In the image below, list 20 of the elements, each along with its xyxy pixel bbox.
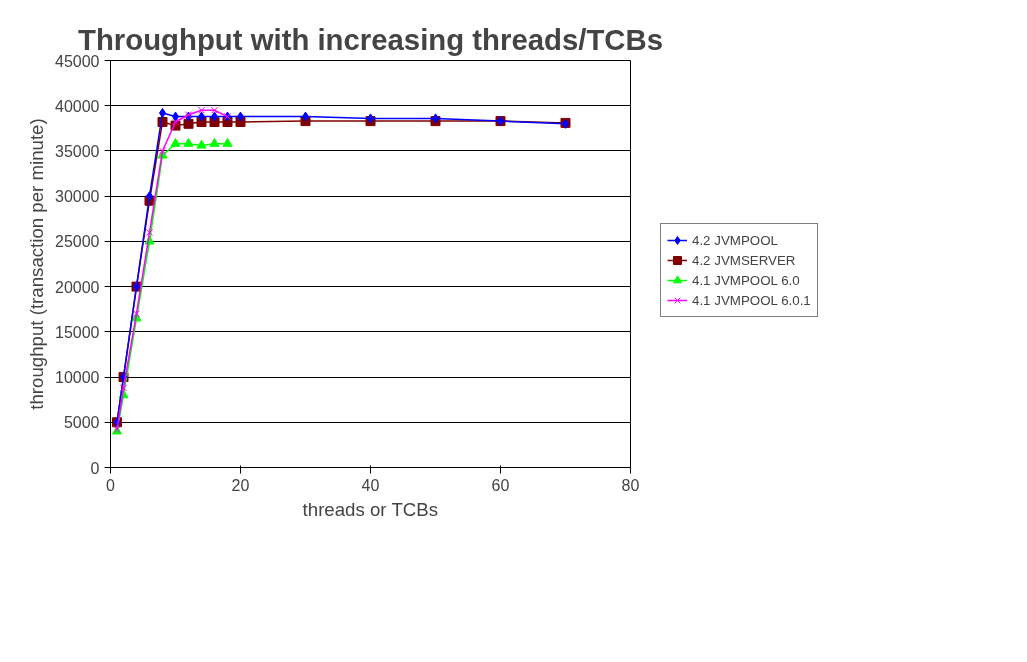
x-tick-label: 40 — [361, 476, 380, 494]
y-tick-label: 20000 — [55, 278, 100, 296]
y-tick-label: 0 — [90, 459, 100, 477]
y-tick-label: 35000 — [55, 142, 100, 160]
y-tick-label: 5000 — [63, 414, 100, 432]
x-tick-label: 60 — [491, 476, 510, 494]
x-tick-label: 80 — [621, 476, 640, 494]
y-tick-label: 10000 — [55, 369, 100, 387]
x-axis-title: threads or TCBs — [302, 498, 439, 520]
x-tick-label: 20 — [231, 476, 250, 494]
legend-label: 4.1 JVMPOOL 6.0 — [692, 272, 800, 288]
legend-label: 4.2 JVMPOOL — [692, 232, 778, 248]
y-axis-title: throughput (transaction per minute) — [26, 118, 48, 410]
y-tick-label: 15000 — [55, 323, 100, 341]
legend-label: 4.2 JVMSERVER — [692, 252, 796, 268]
legend-label: 4.1 JVMPOOL 6.0.1 — [692, 292, 811, 308]
y-tick-label: 40000 — [55, 97, 100, 115]
x-tick-label: 0 — [106, 476, 116, 494]
y-tick-label: 25000 — [55, 233, 100, 251]
y-tick-label: 30000 — [55, 188, 100, 206]
